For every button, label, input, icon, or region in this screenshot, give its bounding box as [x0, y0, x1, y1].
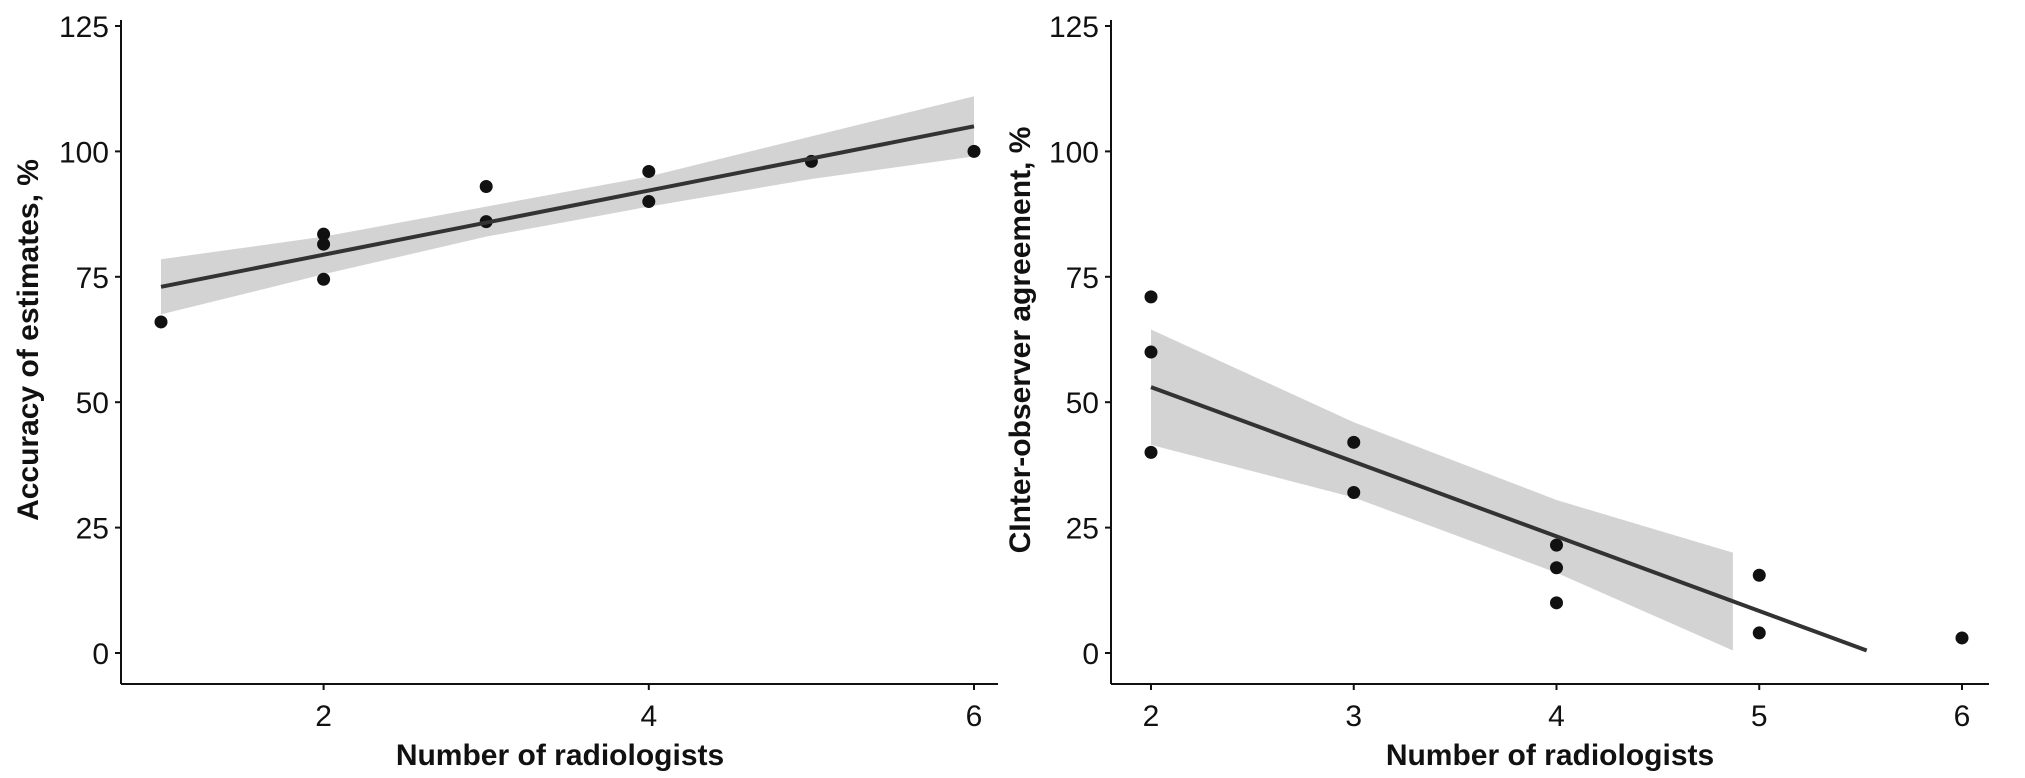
- data-point: [1144, 445, 1158, 459]
- y-axis-title: CInter-observer agreement, %: [1004, 127, 1037, 554]
- data-point: [317, 227, 331, 241]
- y-tick-label: 75: [76, 262, 109, 295]
- regression-line: [160, 124, 975, 289]
- x-tick-label: 2: [315, 700, 332, 733]
- x-tick-label: 6: [1954, 700, 1971, 733]
- x-tick-label: 5: [1751, 700, 1768, 733]
- confidence-band: [1151, 329, 1733, 651]
- agreement-chart: Number of radiologists CInter-observer a…: [1004, 11, 1989, 772]
- data-point: [642, 164, 656, 178]
- y-tick-label: 25: [1066, 513, 1099, 546]
- y-tick-label: 0: [1082, 638, 1099, 671]
- x-tick-label: 6: [966, 700, 983, 733]
- x-axis-title: Number of radiologists: [396, 739, 724, 772]
- regression-line: [1150, 385, 1868, 653]
- data-point: [1752, 626, 1766, 640]
- data-point: [1955, 631, 1969, 645]
- data-point: [1347, 485, 1361, 499]
- y-tick-label: 125: [1049, 11, 1099, 44]
- y-tick-label: 50: [1066, 387, 1099, 420]
- x-tick-label: 2: [1143, 700, 1160, 733]
- y-tick-label: 25: [76, 513, 109, 546]
- y-tick-label: 100: [1049, 136, 1099, 169]
- data-point: [1144, 290, 1158, 304]
- data-point: [967, 144, 981, 158]
- x-tick-label: 4: [1548, 700, 1565, 733]
- data-point: [1144, 345, 1158, 359]
- data-point: [1550, 538, 1563, 552]
- data-point: [1752, 568, 1766, 582]
- accuracy-chart: Number of radiologists Accuracy of estim…: [12, 11, 998, 772]
- y-axis-title: Accuracy of estimates, %: [12, 159, 45, 521]
- data-point: [1347, 435, 1361, 449]
- y-tick-label: 0: [92, 638, 109, 671]
- data-point: [479, 180, 493, 194]
- data-point: [317, 272, 331, 286]
- data-point: [1550, 561, 1563, 575]
- y-tick-label: 75: [1066, 262, 1099, 295]
- data-point: [154, 315, 168, 329]
- x-tick-label: 4: [640, 700, 657, 733]
- y-tick-label: 50: [76, 387, 109, 420]
- y-tick-label: 100: [59, 136, 109, 169]
- x-tick-label: 3: [1345, 700, 1362, 733]
- data-point: [642, 195, 656, 209]
- data-point: [317, 237, 331, 251]
- data-point: [1550, 596, 1563, 610]
- y-tick-label: 125: [59, 11, 109, 44]
- x-axis-title: Number of radiologists: [1386, 739, 1714, 772]
